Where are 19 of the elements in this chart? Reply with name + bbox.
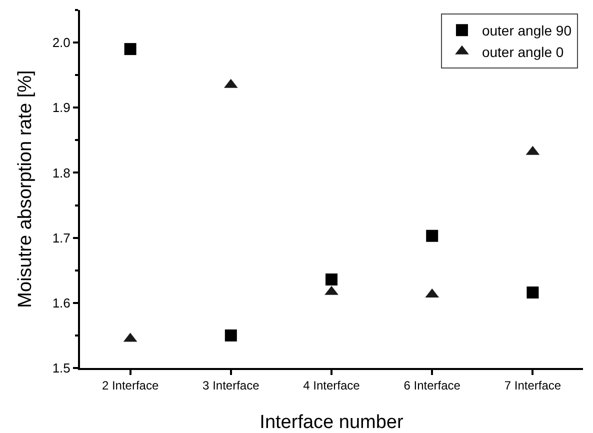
x-axis-title: Interface number — [260, 412, 404, 433]
y-axis-title: Moisutre absorption rate [%] — [15, 70, 36, 308]
legend-label: outer angle 90 — [482, 22, 572, 39]
point — [426, 230, 438, 242]
y-tick-label: 1.9 — [52, 100, 70, 116]
legend-label: outer angle 0 — [482, 44, 564, 60]
x-tick-label: 7 Interface — [504, 378, 562, 392]
x-tick-label: 2 Interface — [102, 378, 159, 392]
x-tick-label: 6 Interface — [404, 378, 461, 392]
y-tick-label: 1.5 — [52, 360, 70, 376]
point — [326, 273, 338, 286]
y-tick-label: 1.6 — [52, 295, 70, 310]
point — [526, 286, 539, 298]
point — [224, 329, 237, 342]
y-tick-label: 1.7 — [52, 230, 70, 246]
x-tick-label: 3 Interface — [202, 378, 260, 392]
y-tick-label: 1.8 — [52, 165, 70, 180]
y-tick-label: 2.0 — [52, 35, 70, 50]
x-tick-label: 4 Interface — [303, 378, 360, 392]
